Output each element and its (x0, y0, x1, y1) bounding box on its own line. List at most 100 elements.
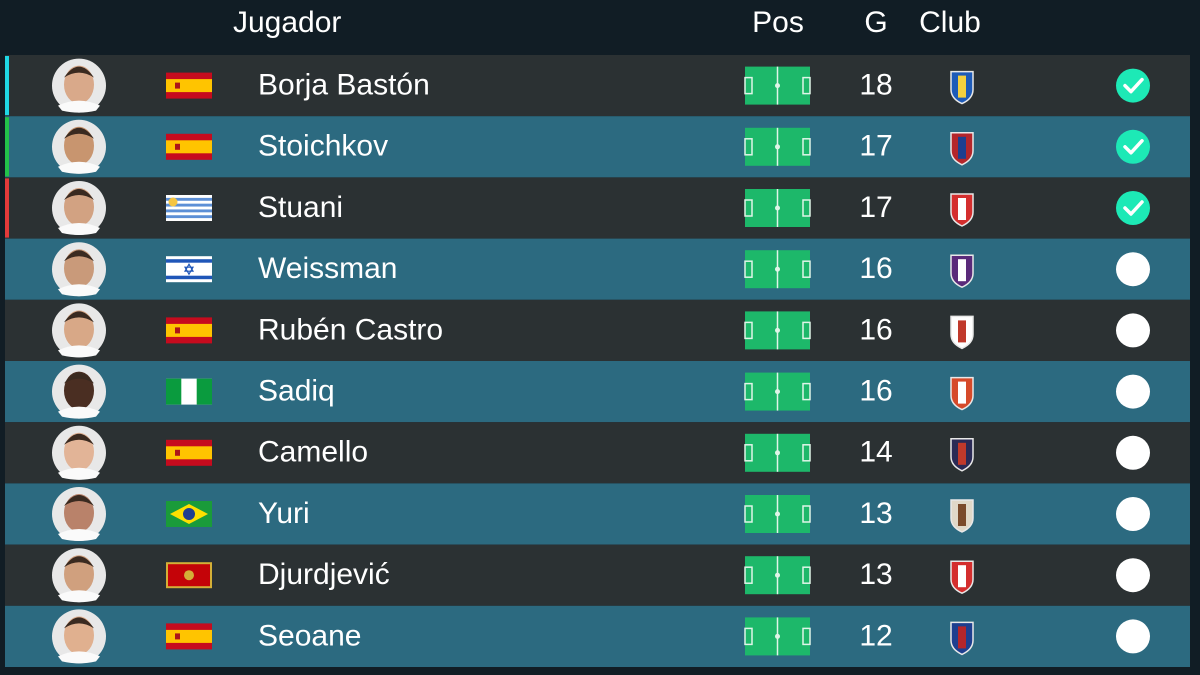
pitch-circle (775, 266, 780, 272)
avatar-shirt (58, 651, 100, 664)
pitch-box (744, 627, 753, 646)
avatar-face (64, 555, 94, 594)
crest-band (958, 442, 966, 465)
flag (166, 623, 212, 650)
position-icon (744, 495, 811, 533)
goals: 17 (859, 130, 892, 163)
crest-band (958, 381, 966, 404)
club-crest (950, 438, 974, 472)
select-toggle[interactable] (1116, 435, 1150, 470)
table-row: Borja Bastón 18 (5, 55, 1190, 117)
player-name: Seoane (258, 619, 361, 652)
goals: 14 (859, 436, 892, 469)
avatar-shirt (58, 345, 100, 358)
table-row: Seoane 12 (5, 605, 1190, 667)
flag-emblem (175, 82, 180, 89)
row-marker (5, 56, 9, 116)
player-name: Yuri (258, 497, 310, 530)
check-mark (1123, 139, 1144, 155)
club-crest (950, 315, 974, 350)
pitch-box (744, 444, 753, 462)
goals: 13 (859, 497, 892, 530)
goals: 16 (859, 252, 892, 285)
avatar-face (64, 65, 94, 104)
avatar-hair (64, 495, 94, 506)
player-name: Camello (258, 436, 368, 469)
avatar-face (64, 249, 94, 288)
select-toggle[interactable] (1116, 191, 1150, 225)
flag-star (183, 262, 195, 276)
crest-band (958, 565, 966, 588)
avatar-face (64, 494, 94, 532)
table-row: Weissman 16 (5, 238, 1190, 300)
table-row: Stoichkov 17 (5, 116, 1190, 178)
table-row: Stuani 17 (5, 177, 1190, 239)
avatar-shirt (58, 406, 100, 419)
position-icon (744, 556, 811, 595)
club-crest (950, 499, 974, 533)
row-marker (5, 178, 9, 238)
select-toggle[interactable] (1116, 252, 1150, 287)
select-toggle[interactable] (1116, 374, 1150, 409)
club-crest (950, 70, 974, 105)
flag-emblem (175, 327, 180, 334)
avatar-hair (64, 372, 94, 384)
table-row: Djurdjević 13 (5, 544, 1190, 606)
goals: 16 (859, 313, 892, 346)
pitch-box (802, 138, 811, 156)
check-mark (1123, 77, 1144, 94)
row-marker (5, 117, 9, 177)
goals: 13 (859, 558, 892, 591)
pitch-circle (775, 327, 780, 333)
avatar-face (64, 616, 94, 655)
avatar-hair (64, 250, 94, 262)
check-mark (1123, 200, 1144, 216)
select-toggle[interactable] (1116, 558, 1150, 593)
avatar-shirt (58, 223, 100, 235)
avatar-face (64, 188, 94, 226)
goals: 16 (859, 375, 892, 408)
table-row: Rubén Castro 16 (5, 299, 1190, 361)
header-player: Jugador (233, 6, 341, 39)
crest-band (958, 259, 966, 282)
flag-emblem (175, 633, 180, 640)
rows: Borja Bastón 18 Stoichkov 17 Stuani 17 Weissma… (5, 55, 1190, 667)
avatar-hair (64, 617, 94, 629)
player-name: Stuani (258, 191, 343, 224)
flag-sun (168, 197, 178, 207)
select-toggle[interactable] (1116, 129, 1150, 164)
goals: 18 (859, 69, 892, 102)
player-name: Sadiq (258, 375, 335, 408)
goals: 17 (859, 191, 892, 224)
club-crest (950, 560, 974, 595)
select-toggle[interactable] (1116, 68, 1150, 103)
select-toggle[interactable] (1116, 619, 1150, 654)
flag (166, 439, 212, 466)
pitch-circle (775, 389, 780, 395)
flag (166, 378, 212, 405)
header-position: Pos (752, 6, 804, 39)
avatar-face (64, 126, 94, 165)
player-name: Djurdjević (258, 558, 390, 591)
flag (166, 501, 212, 527)
pitch-circle (775, 83, 780, 89)
avatar-hair (64, 127, 94, 139)
select-toggle[interactable] (1116, 497, 1150, 531)
flag-green (166, 378, 182, 405)
club-crest (950, 193, 974, 227)
avatar-hair (64, 556, 94, 568)
avatar-hair (64, 311, 94, 323)
select-toggle[interactable] (1116, 313, 1150, 348)
flag-emblem (175, 143, 180, 150)
flag (166, 317, 212, 344)
crest-band (958, 504, 966, 526)
avatar-shirt (58, 161, 100, 174)
pitch-box (802, 444, 811, 462)
crest-band (958, 198, 966, 220)
flag-globe (183, 508, 195, 520)
pitch-box (744, 505, 753, 523)
pitch-box (744, 260, 753, 278)
pitch-box (744, 566, 753, 584)
